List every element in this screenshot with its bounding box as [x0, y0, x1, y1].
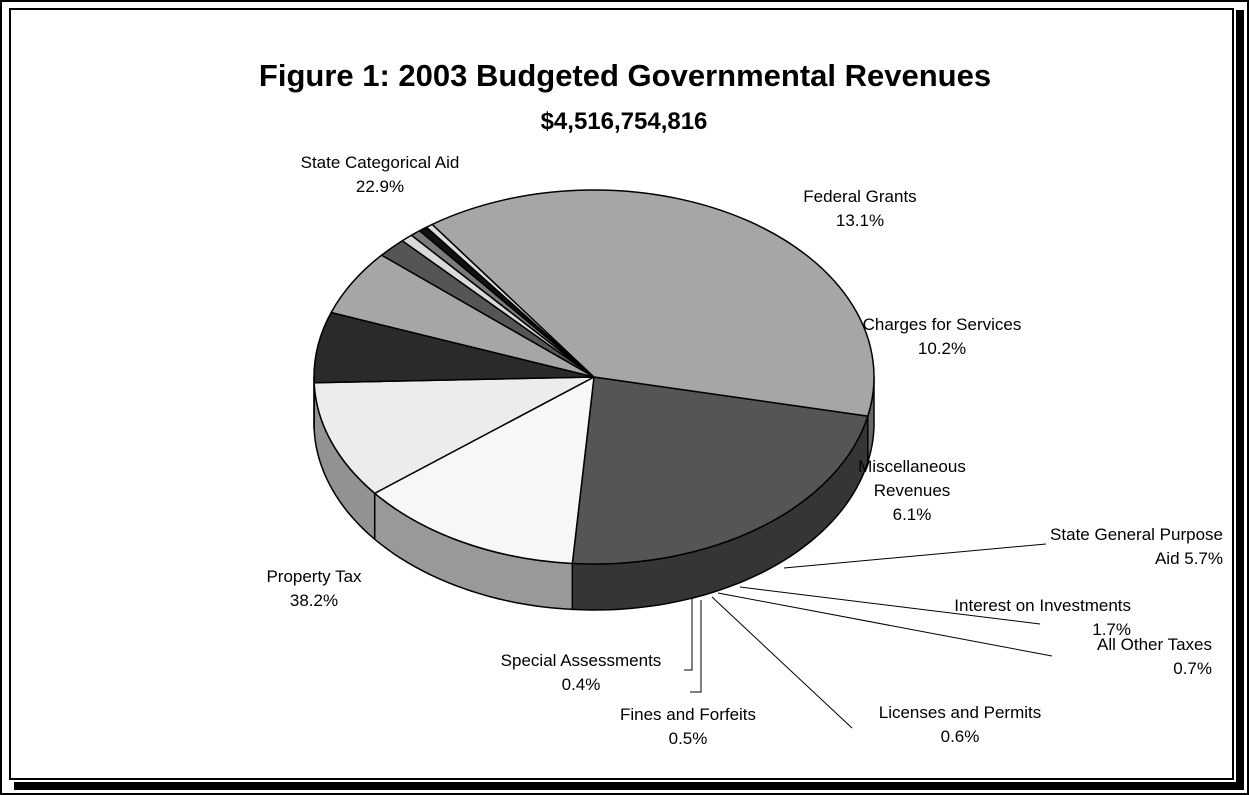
- slice-label-line: 0.7%: [1173, 659, 1212, 678]
- chart-subtitle: $4,516,754,816: [541, 108, 708, 135]
- slice-label-line: State Categorical Aid: [301, 153, 460, 172]
- slice-label-interest-on-investments: Interest on Investments 1.7%: [954, 596, 1131, 639]
- slice-label-federal-grants: Federal Grants 13.1%: [803, 187, 916, 230]
- slice-label-line: 6.1%: [893, 505, 932, 524]
- slice-label-line: All Other Taxes: [1097, 635, 1212, 654]
- leader-line-special-assessments: [684, 598, 693, 671]
- slice-label-fines-and-forfeits: Fines and Forfeits 0.5%: [620, 705, 756, 748]
- slice-label-line: Interest on Investments: [954, 596, 1131, 615]
- slice-label-miscellaneous-revenues: Miscellaneous Revenues 6.1%: [858, 457, 966, 524]
- leader-line-interest-on-investments: [739, 586, 1041, 625]
- slice-label-line: State General Purpose: [1050, 525, 1223, 544]
- slice-label-line: Aid 5.7%: [1155, 549, 1223, 568]
- slice-label-line: 38.2%: [290, 591, 338, 610]
- slice-label-line: 0.5%: [669, 729, 708, 748]
- chart-title: Figure 1: 2003 Budgeted Governmental Rev…: [259, 58, 991, 93]
- slice-label-licenses-and-permits: Licenses and Permits 0.6%: [879, 703, 1042, 746]
- slice-property-tax: [431, 189, 875, 417]
- slice-charges-for-services: [313, 376, 595, 495]
- slice-label-line: Fines and Forfeits: [620, 705, 756, 724]
- frame-shadow-right: [1236, 10, 1244, 790]
- slice-label-line: Miscellaneous: [858, 457, 966, 476]
- slice-label-property-tax: Property Tax 38.2%: [266, 567, 362, 610]
- slice-label-line: Federal Grants: [803, 187, 916, 206]
- slice-label-line: Licenses and Permits: [879, 703, 1042, 722]
- slice-federal-grants: [373, 376, 595, 565]
- slice-label-line: Charges for Services: [863, 315, 1022, 334]
- leader-line-state-general-purpose-aid: [783, 543, 1047, 569]
- slice-label-special-assessments: Special Assessments 0.4%: [501, 651, 662, 694]
- slice-label-state-categorical-aid: State Categorical Aid 22.9%: [301, 153, 460, 196]
- leader-line-all-other-taxes: [717, 592, 1053, 657]
- leader-line-licenses-and-permits: [711, 596, 853, 729]
- slice-label-charges-for-services: Charges for Services 10.2%: [863, 315, 1022, 358]
- slice-label-line: 22.9%: [356, 177, 404, 196]
- slice-label-line: 0.4%: [562, 675, 601, 694]
- slice-labels: State Categorical Aid 22.9% Federal Grants…: [266, 153, 1223, 748]
- slice-label-line: 1.7%: [1092, 620, 1131, 639]
- slice-label-all-other-taxes: All Other Taxes 0.7%: [1097, 635, 1212, 678]
- slice-label-line: 0.6%: [941, 727, 980, 746]
- leader-line-fines-and-forfeits: [690, 600, 702, 693]
- leader-lines: [684, 543, 1053, 729]
- slice-label-line: 13.1%: [836, 211, 884, 230]
- slice-state-categorical-aid: [571, 376, 869, 565]
- slice-label-line: Revenues: [874, 481, 951, 500]
- slice-label-state-general-purpose-aid: State General Purpose Aid 5.7%: [1050, 525, 1223, 568]
- slice-label-line: Property Tax: [266, 567, 362, 586]
- slice-label-line: Special Assessments: [501, 651, 662, 670]
- frame-shadow-bottom: [14, 782, 1244, 790]
- slice-label-line: 10.2%: [918, 339, 966, 358]
- pie-slices: [313, 189, 875, 611]
